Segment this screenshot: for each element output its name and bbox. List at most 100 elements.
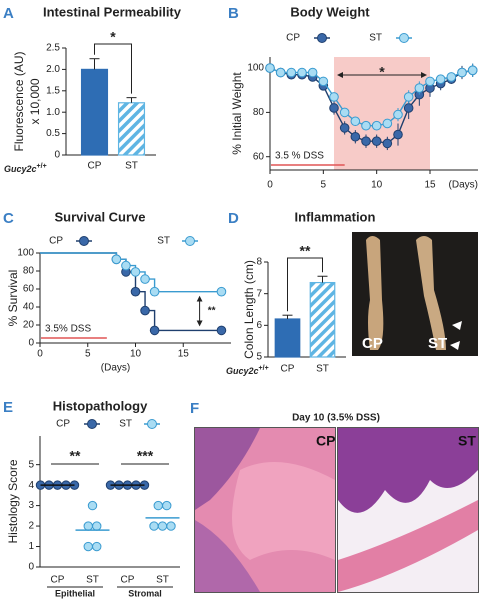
data-point bbox=[87, 500, 98, 511]
x-tick-label: CP bbox=[51, 575, 65, 586]
bar bbox=[274, 318, 301, 358]
y-axis-label: x 10,000 bbox=[28, 78, 42, 124]
y-tick-label: 0 bbox=[28, 562, 34, 573]
data-point bbox=[425, 76, 435, 87]
x-axis-label: (Days) bbox=[101, 363, 130, 374]
panel-letter: D bbox=[228, 210, 239, 227]
legend-label: ST bbox=[119, 419, 132, 430]
data-point bbox=[157, 521, 168, 531]
data-point bbox=[361, 120, 371, 131]
data-point bbox=[149, 286, 160, 297]
data-point bbox=[435, 74, 446, 84]
y-tick-label: 0 bbox=[28, 338, 34, 349]
data-point bbox=[216, 325, 227, 336]
data-point bbox=[414, 83, 425, 93]
y-axis-label: Colon Length (cm) bbox=[242, 260, 256, 359]
y-tick-label: 1 bbox=[28, 541, 34, 552]
significance-label: ** bbox=[70, 448, 81, 464]
x-tick-label: ST bbox=[316, 364, 329, 375]
x-tick-label: 5 bbox=[321, 180, 327, 191]
data-point bbox=[403, 103, 414, 113]
data-point bbox=[361, 136, 371, 146]
data-point bbox=[350, 116, 361, 127]
data-point bbox=[371, 120, 382, 131]
x-tick-label: CP bbox=[88, 161, 102, 172]
y-tick-label: 2 bbox=[28, 521, 34, 532]
data-point bbox=[393, 109, 403, 120]
significance-bracket bbox=[287, 257, 323, 312]
group-label: Epithelial bbox=[55, 588, 95, 598]
chart-title: Body Weight bbox=[290, 4, 370, 19]
data-point bbox=[166, 521, 176, 531]
data-point bbox=[140, 305, 150, 316]
panel-letter: C bbox=[3, 210, 14, 227]
genotype-name: Gucy2c bbox=[4, 164, 37, 174]
chart-title: Histopathology bbox=[53, 398, 148, 413]
y-tick-label: 100 bbox=[17, 248, 34, 259]
y-axis-label: % Initial Weight bbox=[230, 72, 244, 155]
legend-marker bbox=[399, 33, 409, 43]
x-tick-label: 0 bbox=[267, 180, 273, 191]
y-tick-label: 4 bbox=[28, 480, 34, 491]
data-point bbox=[403, 92, 414, 102]
data-point bbox=[371, 136, 382, 146]
data-point bbox=[153, 500, 163, 511]
x-tick-label: CP bbox=[281, 364, 295, 375]
data-point bbox=[467, 65, 478, 76]
y-tick-label: 0.5 bbox=[46, 128, 60, 139]
panel-letter: F bbox=[190, 400, 199, 417]
legend-marker bbox=[185, 236, 195, 246]
x-tick-label: CP bbox=[121, 575, 135, 586]
data-point bbox=[92, 541, 102, 552]
data-point bbox=[216, 286, 227, 297]
chart-title: Intestinal Permeability bbox=[43, 4, 182, 19]
y-tick-label: 3 bbox=[28, 500, 34, 511]
panel-letter: A bbox=[3, 5, 14, 22]
y-axis-label: Fluorescence (AU) bbox=[12, 51, 26, 151]
y-tick-label: 60 bbox=[253, 151, 265, 162]
data-point bbox=[111, 254, 122, 265]
histology-label: CP bbox=[316, 433, 335, 449]
x-tick-label: ST bbox=[156, 575, 169, 586]
legend-marker bbox=[317, 33, 327, 43]
y-tick-label: 7 bbox=[256, 288, 262, 299]
significance-label: ** bbox=[208, 306, 216, 317]
data-point bbox=[149, 325, 160, 336]
data-point bbox=[382, 138, 393, 149]
data-point bbox=[457, 67, 467, 78]
data-point bbox=[130, 267, 141, 277]
y-tick-label: 8 bbox=[256, 257, 262, 268]
data-point bbox=[265, 63, 275, 73]
y-tick-label: 100 bbox=[247, 63, 264, 74]
genotype-label: Gucy2c+/+ bbox=[4, 163, 47, 174]
bar bbox=[309, 281, 336, 358]
image-frame bbox=[194, 427, 336, 593]
data-point bbox=[162, 500, 172, 511]
photo-label: ST bbox=[428, 335, 447, 352]
data-point bbox=[329, 103, 339, 113]
histology-label: ST bbox=[458, 433, 476, 449]
x-tick-label: 5 bbox=[85, 349, 91, 360]
dss-label: 3.5 % DSS bbox=[275, 151, 324, 162]
genotype-label: Gucy2c+/+ bbox=[226, 365, 269, 376]
x-tick-label: 10 bbox=[130, 349, 142, 360]
chart-title: Survival Curve bbox=[54, 209, 145, 224]
significance-bracket bbox=[94, 43, 132, 94]
bar bbox=[117, 102, 146, 156]
y-tick-label: 2.0 bbox=[46, 64, 60, 75]
genotype-superscript: +/+ bbox=[37, 163, 47, 170]
data-point bbox=[297, 67, 307, 78]
legend-label: CP bbox=[56, 419, 70, 430]
genotype-superscript: +/+ bbox=[259, 365, 269, 372]
y-tick-label: 20 bbox=[23, 320, 35, 331]
y-tick-label: 80 bbox=[253, 107, 265, 118]
y-tick-label: 60 bbox=[23, 284, 35, 295]
legend-marker bbox=[87, 419, 97, 429]
x-tick-label: 15 bbox=[178, 349, 190, 360]
data-point bbox=[83, 541, 93, 552]
data-point bbox=[446, 72, 457, 82]
data-point bbox=[339, 123, 350, 133]
legend-label: ST bbox=[157, 236, 170, 247]
panel-letter: E bbox=[3, 399, 13, 416]
